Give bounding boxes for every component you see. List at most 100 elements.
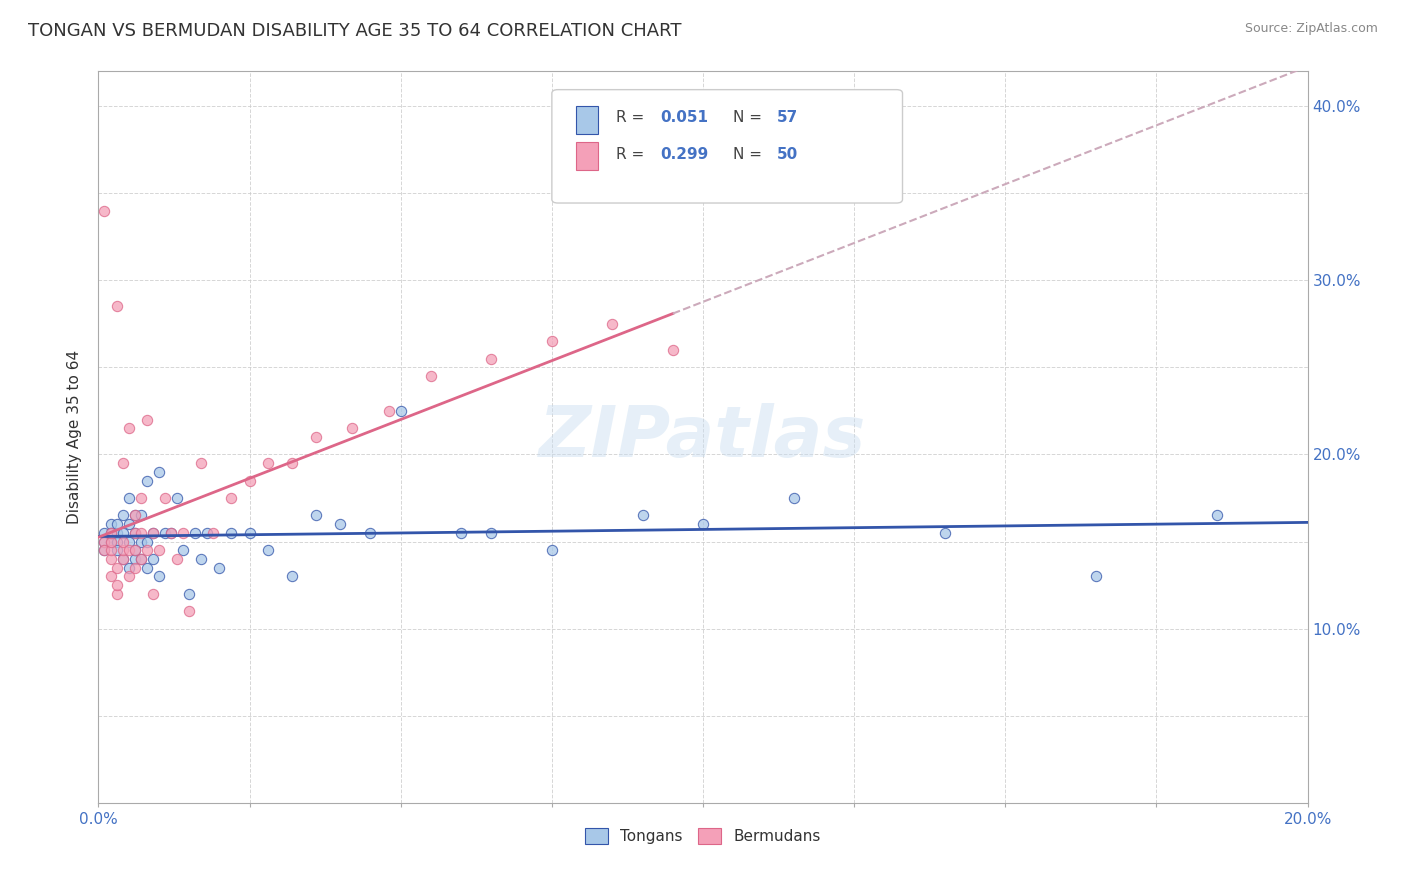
Text: ZIPatlas: ZIPatlas: [540, 402, 866, 472]
Point: [166, 552, 188, 566]
Point: [111, 552, 134, 566]
Point: [540, 543, 562, 558]
Point: [105, 517, 128, 532]
Point: [602, 317, 624, 331]
Point: [118, 534, 141, 549]
Point: [135, 474, 157, 488]
Point: [124, 552, 146, 566]
Point: [281, 456, 304, 470]
Text: 50: 50: [776, 146, 799, 161]
Point: [111, 525, 134, 540]
Point: [148, 465, 170, 479]
Point: [166, 491, 188, 505]
Point: [190, 552, 212, 566]
Point: [329, 517, 352, 532]
Point: [105, 534, 128, 549]
Point: [148, 569, 170, 583]
Point: [118, 560, 141, 574]
Point: [377, 404, 399, 418]
Legend: Tongans, Bermudans: Tongans, Bermudans: [579, 822, 827, 850]
Point: [142, 552, 165, 566]
Point: [420, 369, 443, 384]
Point: [172, 525, 194, 540]
Point: [342, 421, 364, 435]
Point: [481, 351, 503, 366]
Point: [105, 587, 128, 601]
Point: [481, 525, 503, 540]
Point: [118, 517, 141, 532]
Point: [105, 300, 128, 314]
Point: [256, 543, 278, 558]
Point: [129, 552, 152, 566]
Point: [281, 569, 304, 583]
Point: [111, 543, 134, 558]
Point: [1206, 508, 1229, 523]
Point: [100, 552, 122, 566]
Point: [124, 508, 146, 523]
Point: [129, 534, 152, 549]
Point: [172, 543, 194, 558]
Point: [124, 560, 146, 574]
Point: [100, 517, 122, 532]
Point: [93, 534, 115, 549]
Point: [105, 578, 128, 592]
Point: [179, 604, 201, 618]
Point: [135, 534, 157, 549]
Text: 0.051: 0.051: [661, 110, 709, 125]
Point: [184, 525, 207, 540]
Point: [100, 569, 122, 583]
Point: [124, 525, 146, 540]
Point: [153, 525, 176, 540]
Point: [124, 525, 146, 540]
Point: [129, 552, 152, 566]
Point: [100, 525, 122, 540]
Text: R =: R =: [616, 146, 650, 161]
Point: [135, 560, 157, 574]
Point: [93, 534, 115, 549]
Point: [221, 491, 243, 505]
Point: [118, 491, 141, 505]
Point: [256, 456, 278, 470]
FancyBboxPatch shape: [576, 106, 598, 134]
Point: [239, 474, 262, 488]
Point: [305, 430, 328, 444]
Point: [111, 552, 134, 566]
Point: [111, 456, 134, 470]
Text: Source: ZipAtlas.com: Source: ZipAtlas.com: [1244, 22, 1378, 36]
Point: [631, 508, 654, 523]
Point: [118, 543, 141, 558]
Point: [153, 491, 176, 505]
Point: [111, 508, 134, 523]
Text: N =: N =: [734, 146, 768, 161]
Point: [179, 587, 201, 601]
Point: [124, 543, 146, 558]
Point: [142, 525, 165, 540]
Point: [129, 508, 152, 523]
Point: [105, 560, 128, 574]
Point: [129, 525, 152, 540]
Point: [190, 456, 212, 470]
Point: [111, 534, 134, 549]
Point: [124, 543, 146, 558]
Point: [450, 525, 472, 540]
Point: [1085, 569, 1108, 583]
Point: [934, 525, 956, 540]
Point: [93, 525, 115, 540]
Point: [692, 517, 714, 532]
Point: [195, 525, 218, 540]
Point: [148, 543, 170, 558]
Point: [93, 543, 115, 558]
Point: [160, 525, 183, 540]
Point: [202, 525, 225, 540]
Point: [135, 412, 157, 426]
Point: [160, 525, 183, 540]
Point: [360, 525, 382, 540]
Text: 57: 57: [776, 110, 799, 125]
Point: [105, 525, 128, 540]
Point: [93, 203, 115, 218]
Point: [239, 525, 262, 540]
Text: TONGAN VS BERMUDAN DISABILITY AGE 35 TO 64 CORRELATION CHART: TONGAN VS BERMUDAN DISABILITY AGE 35 TO …: [28, 22, 682, 40]
Point: [129, 491, 152, 505]
Point: [100, 534, 122, 549]
Point: [118, 569, 141, 583]
